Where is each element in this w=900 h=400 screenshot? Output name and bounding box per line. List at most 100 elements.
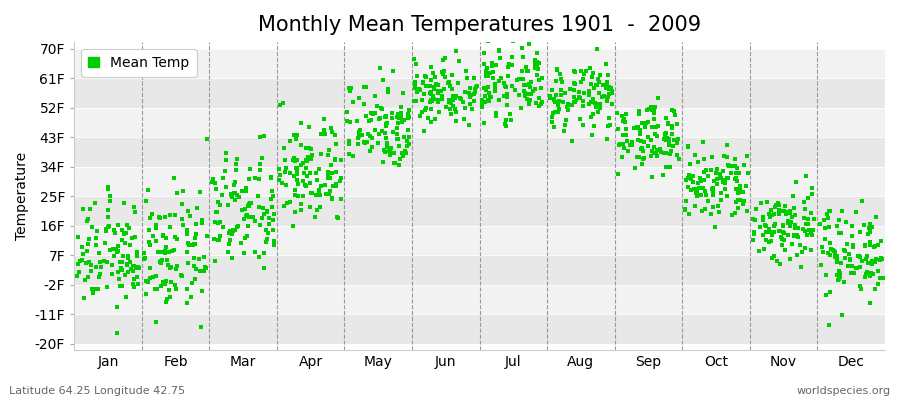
Point [86, 290, 100, 296]
Point [457, 116, 472, 122]
Point [549, 78, 563, 84]
Point [130, 281, 145, 287]
Point [830, 271, 844, 278]
Point [275, 180, 290, 186]
Point [681, 184, 696, 190]
Point [647, 150, 662, 156]
Point [291, 170, 305, 177]
Point [823, 208, 837, 214]
Point [221, 229, 236, 236]
Point [283, 199, 297, 205]
Point [212, 237, 227, 244]
Point [453, 95, 467, 102]
Point [76, 251, 90, 258]
Point [713, 175, 727, 181]
Point [773, 234, 788, 240]
Point [851, 252, 866, 259]
Point [756, 216, 770, 223]
Point [82, 259, 96, 265]
Point [211, 237, 225, 244]
Point [192, 256, 206, 262]
Bar [74, 285, 885, 314]
Point [452, 58, 466, 64]
Point [94, 264, 108, 270]
Point [288, 209, 302, 215]
Point [729, 186, 743, 192]
Point [572, 94, 586, 100]
Point [374, 104, 389, 111]
Point [264, 196, 278, 202]
Point [799, 173, 814, 179]
Point [489, 110, 503, 116]
Point [264, 174, 278, 181]
Point [661, 120, 675, 126]
Point [600, 136, 615, 142]
Point [128, 208, 142, 215]
Point [80, 218, 94, 224]
Point [515, 68, 529, 74]
Point [718, 186, 733, 192]
Point [424, 106, 438, 112]
Point [593, 104, 608, 111]
Point [834, 312, 849, 318]
Point [380, 120, 394, 126]
Point [763, 212, 778, 218]
Point [784, 219, 798, 225]
Point [527, 65, 542, 72]
Point [127, 203, 141, 210]
Point [253, 134, 267, 140]
Point [197, 254, 211, 260]
Point [497, 80, 511, 86]
Point [154, 249, 168, 256]
Point [605, 100, 619, 107]
Point [304, 152, 319, 158]
Point [266, 227, 281, 234]
Point [112, 282, 127, 289]
Point [791, 234, 806, 240]
Point [600, 72, 615, 78]
Point [865, 261, 879, 267]
Point [710, 176, 724, 182]
Point [833, 270, 848, 276]
Point [854, 286, 868, 292]
Point [158, 235, 173, 242]
Point [256, 133, 271, 139]
Point [441, 79, 455, 86]
Point [311, 188, 326, 194]
Point [156, 233, 170, 240]
Point [713, 174, 727, 180]
Point [667, 107, 681, 114]
Point [671, 155, 686, 162]
Point [786, 193, 800, 199]
Point [555, 99, 570, 106]
Point [832, 276, 846, 282]
Point [240, 233, 255, 239]
Point [590, 46, 604, 53]
Point [314, 183, 328, 190]
Point [142, 242, 157, 249]
Point [302, 170, 317, 176]
Point [75, 257, 89, 264]
Point [125, 263, 140, 269]
Point [296, 178, 310, 184]
Point [436, 71, 450, 77]
Point [659, 130, 673, 136]
Point [375, 158, 390, 165]
Point [464, 85, 478, 92]
Point [386, 68, 400, 74]
Point [632, 111, 646, 118]
Point [501, 64, 516, 70]
Point [121, 253, 135, 260]
Point [711, 203, 725, 209]
Point [278, 169, 293, 176]
Point [637, 124, 652, 130]
Point [690, 159, 705, 165]
Point [778, 211, 793, 217]
Point [840, 241, 854, 247]
Point [600, 123, 615, 130]
Point [535, 74, 549, 81]
Point [187, 263, 202, 270]
Point [129, 264, 143, 271]
Point [272, 166, 286, 173]
Point [142, 238, 157, 245]
